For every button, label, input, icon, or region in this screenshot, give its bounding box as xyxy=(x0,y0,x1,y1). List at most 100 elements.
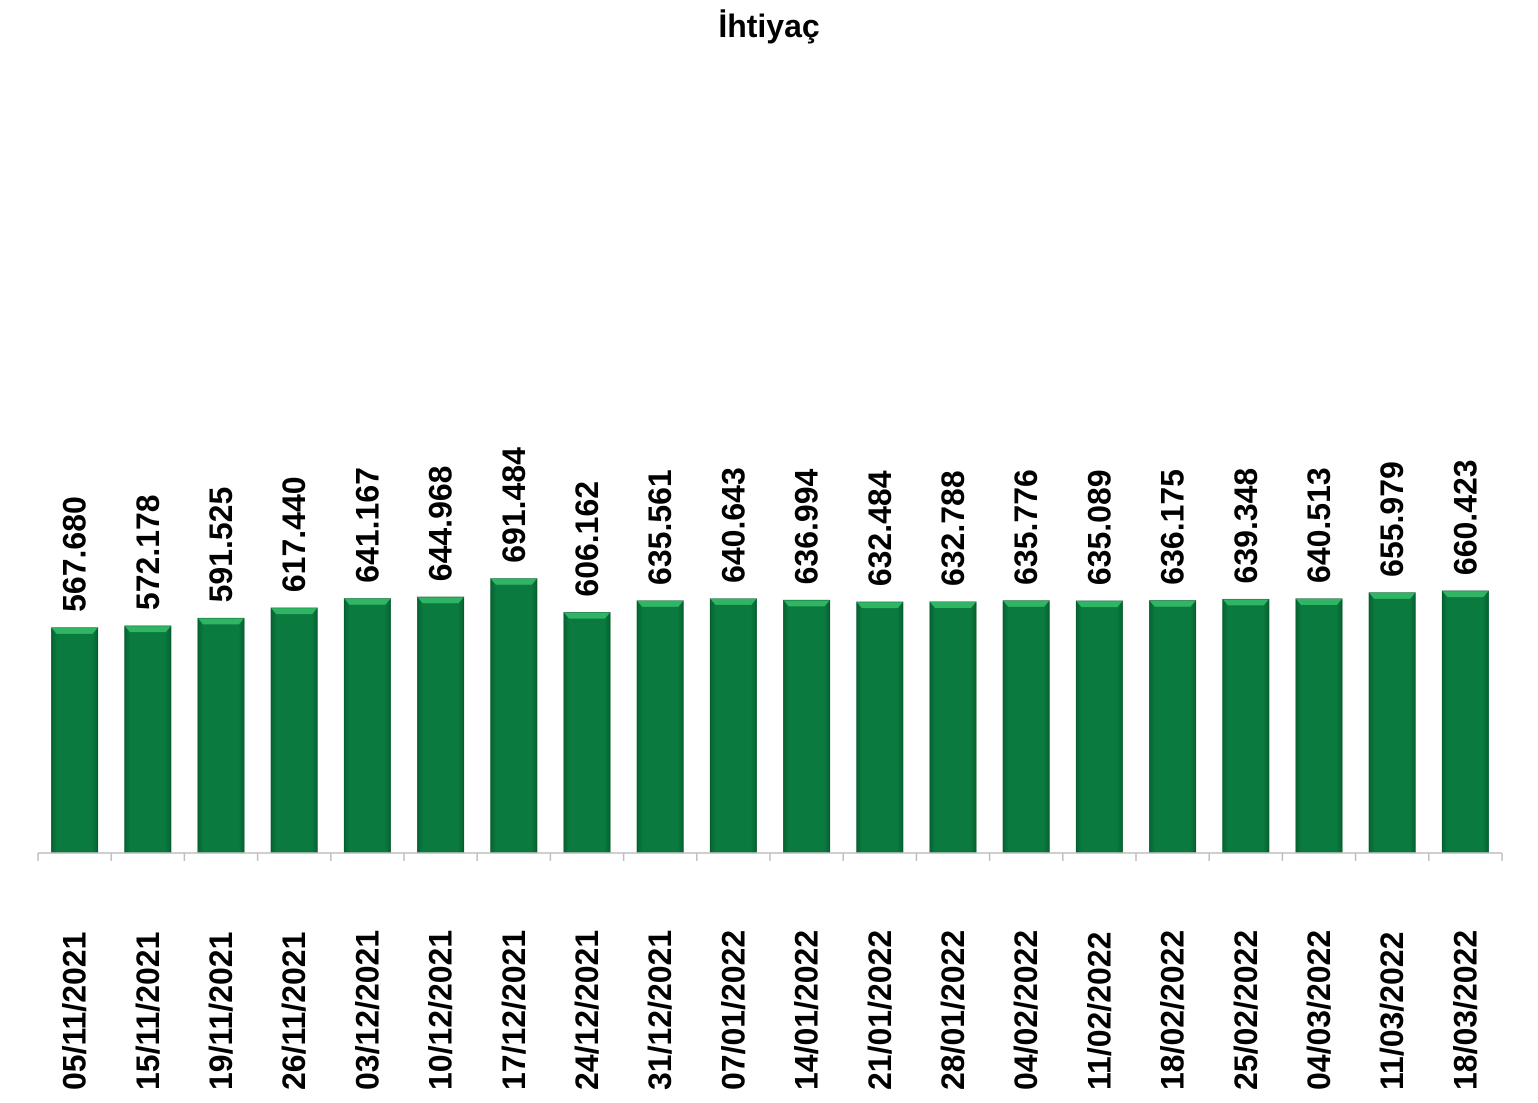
bar-top-bevel xyxy=(490,578,537,585)
data-label: 640.643 xyxy=(715,467,751,583)
data-label: 632.788 xyxy=(935,470,971,586)
data-label: 632.484 xyxy=(862,470,898,586)
bar-body xyxy=(270,607,318,854)
bar xyxy=(417,596,465,854)
bar-top-bevel xyxy=(710,598,757,605)
bar-top-bevel xyxy=(1076,601,1123,608)
bar-top-bevel xyxy=(1149,600,1196,607)
bar-body xyxy=(929,601,977,854)
bar xyxy=(1295,598,1343,854)
bar-body xyxy=(709,598,757,854)
x-tick-label: 24/12/2021 xyxy=(569,930,605,1090)
bar-top-bevel xyxy=(344,598,391,605)
x-tick-label: 14/01/2022 xyxy=(789,930,825,1090)
bar-top-bevel xyxy=(1369,592,1416,599)
data-label: 655.979 xyxy=(1374,461,1410,577)
bar-top-bevel xyxy=(1296,598,1342,605)
bar xyxy=(197,617,245,854)
bar xyxy=(51,627,99,854)
x-tick-label: 26/11/2021 xyxy=(276,932,312,1090)
bar-body xyxy=(1149,600,1197,854)
bar xyxy=(563,612,611,854)
data-label: 644.968 xyxy=(423,466,459,582)
bar-top-bevel xyxy=(637,600,684,607)
x-tick-label: 18/03/2022 xyxy=(1447,930,1483,1090)
bar xyxy=(709,598,757,854)
bar xyxy=(783,599,831,854)
bar-top-bevel xyxy=(51,627,98,634)
bar-body xyxy=(124,625,172,854)
bar-top-bevel xyxy=(856,602,903,609)
x-tick-label: 25/02/2022 xyxy=(1228,930,1264,1090)
x-tick-labels-layer: 05/11/2021 15/11/2021 19/11/2021 26/11/2021… xyxy=(57,930,1484,1090)
bar xyxy=(124,625,172,854)
bar-top-bevel xyxy=(783,600,830,607)
bars-layer xyxy=(51,578,1489,854)
bar-body xyxy=(783,599,831,854)
bar-body xyxy=(1295,598,1343,854)
data-label: 591.525 xyxy=(203,487,239,603)
bar xyxy=(856,601,904,854)
bar-top-bevel xyxy=(417,597,464,604)
x-tick-label: 15/11/2021 xyxy=(130,932,166,1090)
data-label: 635.776 xyxy=(1008,469,1044,585)
bar-body xyxy=(636,600,684,854)
x-tick-label: 18/02/2022 xyxy=(1155,930,1191,1090)
data-label: 660.423 xyxy=(1447,459,1483,575)
x-tick-label: 31/12/2021 xyxy=(642,930,678,1090)
data-label: 635.089 xyxy=(1081,469,1117,585)
bar-top-bevel xyxy=(1442,591,1489,598)
x-tick-label: 04/02/2022 xyxy=(1008,930,1044,1090)
bar xyxy=(1222,598,1270,854)
x-axis xyxy=(37,852,1503,861)
x-tick-label: 11/03/2022 xyxy=(1374,932,1410,1090)
bar-body xyxy=(343,598,391,854)
bar-body xyxy=(563,612,611,854)
bar xyxy=(1002,600,1050,854)
data-label: 691.484 xyxy=(496,447,532,563)
data-label: 635.561 xyxy=(642,469,678,585)
bar-top-bevel xyxy=(564,612,610,619)
x-tick-label: 17/12/2021 xyxy=(496,930,532,1090)
bar xyxy=(636,600,684,854)
bar xyxy=(343,598,391,854)
data-label: 640.513 xyxy=(1301,467,1337,583)
bar xyxy=(270,607,318,854)
x-tick-label: 07/01/2022 xyxy=(715,930,751,1090)
bar-body xyxy=(1002,600,1050,854)
bar xyxy=(1149,600,1197,854)
x-tick-label: 11/02/2022 xyxy=(1081,932,1117,1090)
x-tick-label: 04/03/2022 xyxy=(1301,930,1337,1090)
chart-title: İhtiyaç xyxy=(718,8,820,44)
bar-top-bevel xyxy=(198,618,244,625)
bar-body xyxy=(490,578,538,854)
data-label: 639.348 xyxy=(1228,468,1264,584)
bar-body xyxy=(1441,590,1489,854)
bar-body xyxy=(1222,598,1270,854)
bar-top-bevel xyxy=(124,626,171,633)
data-label: 641.167 xyxy=(349,467,385,583)
bar xyxy=(1075,600,1123,854)
data-label: 572.178 xyxy=(130,494,166,610)
bar-body xyxy=(51,627,99,854)
x-tick-label: 05/11/2021 xyxy=(57,932,93,1090)
bar-body xyxy=(417,596,465,854)
bar-top-bevel xyxy=(930,602,976,609)
x-tick-label: 03/12/2021 xyxy=(349,930,385,1090)
x-tick-label: 19/11/2021 xyxy=(203,932,239,1090)
bar xyxy=(1368,592,1416,854)
bar-body xyxy=(856,601,904,854)
bar xyxy=(1441,590,1489,854)
bar xyxy=(929,601,977,854)
bar-top-bevel xyxy=(271,608,318,615)
data-label: 636.175 xyxy=(1155,469,1191,585)
bar-top-bevel xyxy=(1003,600,1050,607)
x-tick-label: 10/12/2021 xyxy=(423,930,459,1090)
data-label: 567.680 xyxy=(57,496,93,612)
x-tick-label: 28/01/2022 xyxy=(935,930,971,1090)
data-label: 636.994 xyxy=(789,468,825,584)
data-label: 617.440 xyxy=(276,476,312,592)
bar-body xyxy=(1368,592,1416,854)
bar-body xyxy=(197,617,245,854)
